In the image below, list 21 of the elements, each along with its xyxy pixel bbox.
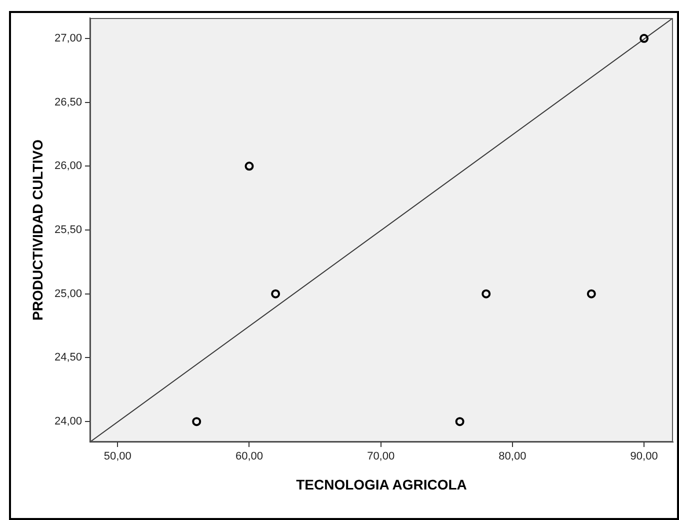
point bbox=[640, 34, 649, 43]
point bbox=[482, 289, 491, 298]
y-tick-label: 25,50 bbox=[54, 224, 82, 236]
x-tick-label: 90,00 bbox=[630, 450, 658, 463]
y-tick-label: 26,50 bbox=[54, 96, 82, 108]
y-tick-label: 27,00 bbox=[54, 32, 82, 44]
point bbox=[271, 289, 280, 298]
point bbox=[192, 417, 202, 426]
y-tick-label: 26,00 bbox=[54, 160, 82, 172]
point bbox=[244, 162, 254, 171]
point bbox=[586, 289, 596, 298]
x-tick-label: 70,00 bbox=[367, 450, 395, 463]
y-axis-title: PRODUCTIVIDAD CULTIVO bbox=[29, 139, 46, 320]
x-tick-label: 60,00 bbox=[235, 450, 264, 463]
x-axis-title: TECNOLOGIA AGRICOLA bbox=[296, 476, 467, 492]
y-tick-label: 25,00 bbox=[54, 288, 82, 300]
y-tick-label: 24,00 bbox=[54, 416, 82, 428]
x-tick-label: 80,00 bbox=[498, 450, 526, 463]
x-tick-label: 50,00 bbox=[104, 450, 132, 463]
y-tick-label: 24,50 bbox=[54, 352, 82, 364]
point bbox=[455, 417, 464, 426]
